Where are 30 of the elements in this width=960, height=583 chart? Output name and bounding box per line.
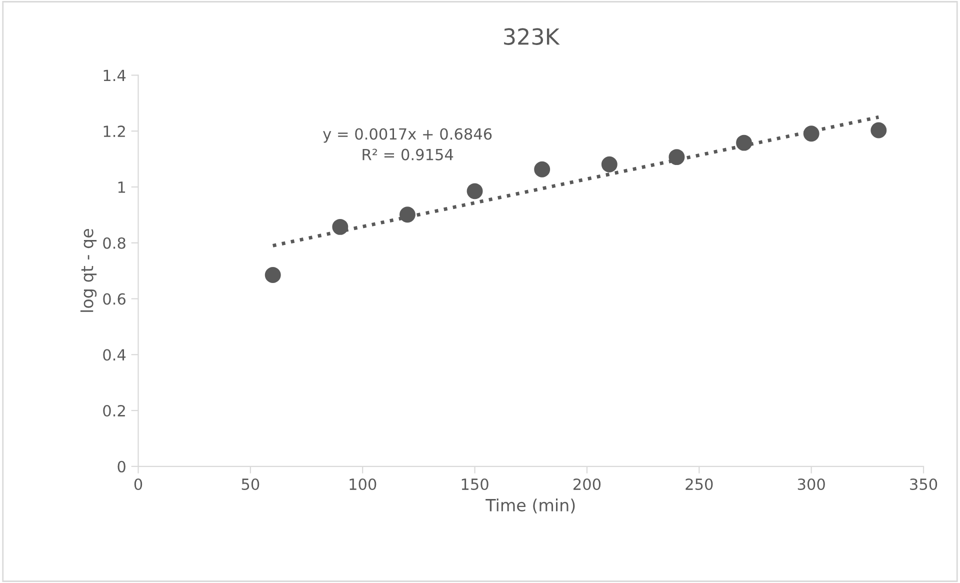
point xyxy=(264,267,281,283)
x-tick-label: 250 xyxy=(686,478,713,490)
point xyxy=(736,134,752,151)
point xyxy=(466,183,483,200)
point xyxy=(668,149,685,166)
point xyxy=(803,126,820,142)
y-tick-label: 1.4 xyxy=(104,70,126,82)
annotation: y = 0.0017x + 0.6846 R² = 0.9154 xyxy=(323,128,492,160)
y-tick-label: 0.8 xyxy=(103,237,126,249)
x-tick-label: 350 xyxy=(910,478,938,490)
point xyxy=(400,206,416,223)
y-tick-label: 1 xyxy=(118,182,126,193)
x-tick-label: 100 xyxy=(350,478,376,490)
x-tick-label: 150 xyxy=(462,478,488,490)
chart-title: 323K xyxy=(504,28,560,45)
y-tick-label: 0.6 xyxy=(103,293,126,305)
x-tick-label: 300 xyxy=(798,478,825,490)
point xyxy=(534,161,550,178)
y-tick-label: 0.2 xyxy=(103,404,125,417)
x-tick-label: 200 xyxy=(574,478,601,490)
y-tick-label: 0 xyxy=(118,460,126,472)
x-tick-label: 50 xyxy=(242,478,260,490)
x-axis-title: Time (min) xyxy=(486,498,575,514)
point xyxy=(332,218,348,235)
point xyxy=(601,156,618,172)
y-tick-label: 0.4 xyxy=(103,349,126,361)
point xyxy=(870,122,887,138)
y-tick-label: 1.2 xyxy=(104,126,125,137)
x-tick-label: 0 xyxy=(134,478,142,490)
y-axis-title: log qt - qe xyxy=(80,229,97,312)
